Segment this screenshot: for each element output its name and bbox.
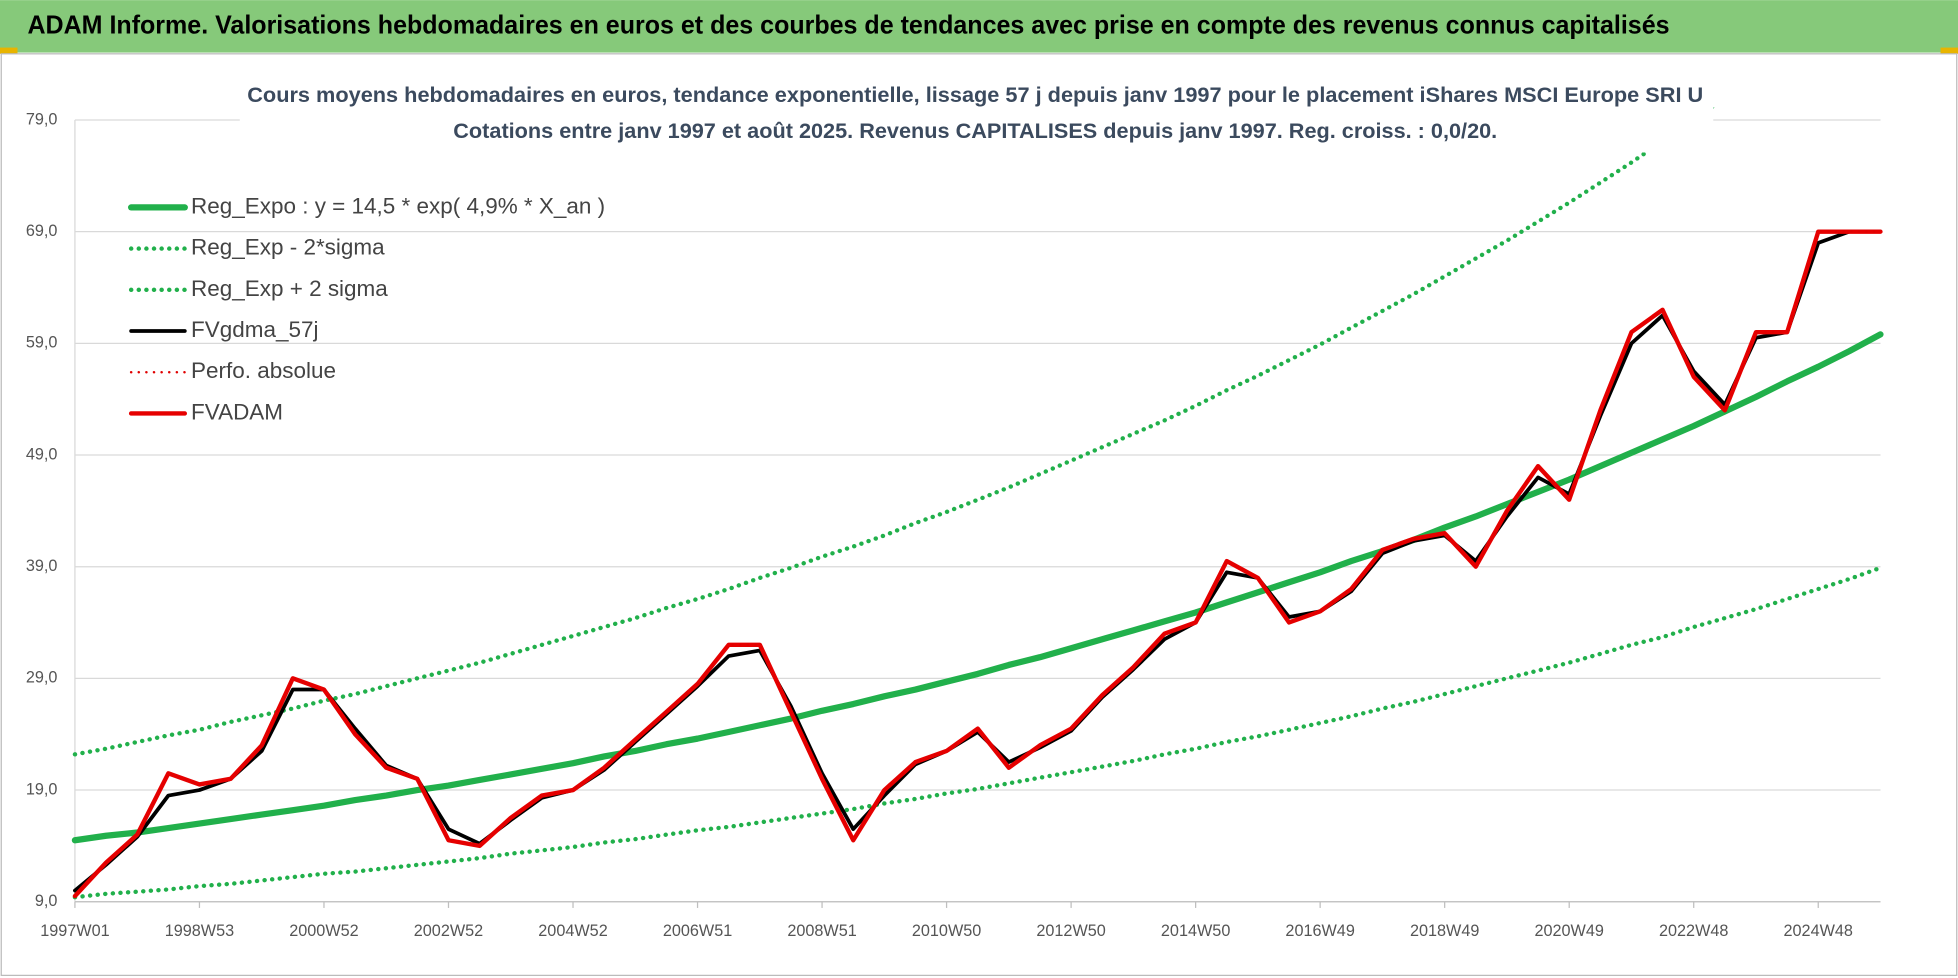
x-tick-label: 2012W50 [1036,922,1105,940]
x-tick-label: 2020W49 [1534,922,1603,940]
title-background [239,75,1714,153]
x-tick-label: 2018W49 [1410,922,1479,940]
header-accent [1940,47,1958,54]
legend-label: FVgdma_57j [191,317,318,342]
y-tick-label: 39,0 [26,557,58,575]
x-tick-label: 1998W53 [165,922,234,940]
x-tick-label: 2022W48 [1659,922,1728,940]
x-tick-label: 2004W52 [538,922,607,940]
x-tick-label: 1997W01 [40,922,109,940]
y-tick-label: 29,0 [26,669,58,687]
x-tick-label: 2010W50 [912,922,981,940]
legend-label: Reg_Exp + 2 sigma [191,276,388,301]
legend: Reg_Expo : y = 14,5 * exp( 4,9% * X_an )… [127,193,605,424]
legend-label: Perfo. absolue [191,358,336,383]
x-tick-label: 2024W48 [1784,922,1853,940]
x-tick-label: 2006W51 [663,922,732,940]
x-tick-label: 2002W52 [414,922,483,940]
legend-label: Reg_Expo : y = 14,5 * exp( 4,9% * X_an ) [191,193,605,218]
legend-label: FVADAM [191,399,283,424]
y-tick-label: 79,0 [26,110,58,128]
y-tick-label: 19,0 [26,780,58,798]
x-tick-label: 2008W51 [787,922,856,940]
chart-frame [0,53,1958,977]
x-tick-label: 2014W50 [1161,922,1230,940]
header-bar [0,0,1958,53]
x-tick-label: 2016W49 [1285,922,1354,940]
legend-label: Reg_Exp - 2*sigma [191,235,385,260]
series-line [72,229,1883,899]
y-tick-label: 49,0 [26,445,58,463]
y-tick-label: 69,0 [26,222,58,240]
header-accent [0,47,18,54]
chart-subtitle: Cotations entre janv 1997 et août 2025. … [453,120,1497,143]
y-tick-label: 9,0 [35,892,58,910]
chart-title: Cours moyens hebdomadaires en euros, ten… [247,84,1703,107]
series-line [72,565,1883,900]
header-title: ADAM Informe. Valorisations hebdomadaire… [27,9,1669,39]
y-tick-label: 59,0 [26,334,58,352]
series-line [72,107,1715,757]
x-tick-label: 2000W52 [289,922,358,940]
plot-area: 9,0 19,0 29,0 39,0 49,0 59,0 69,0 79,0 1997W01 19… [26,107,1884,940]
